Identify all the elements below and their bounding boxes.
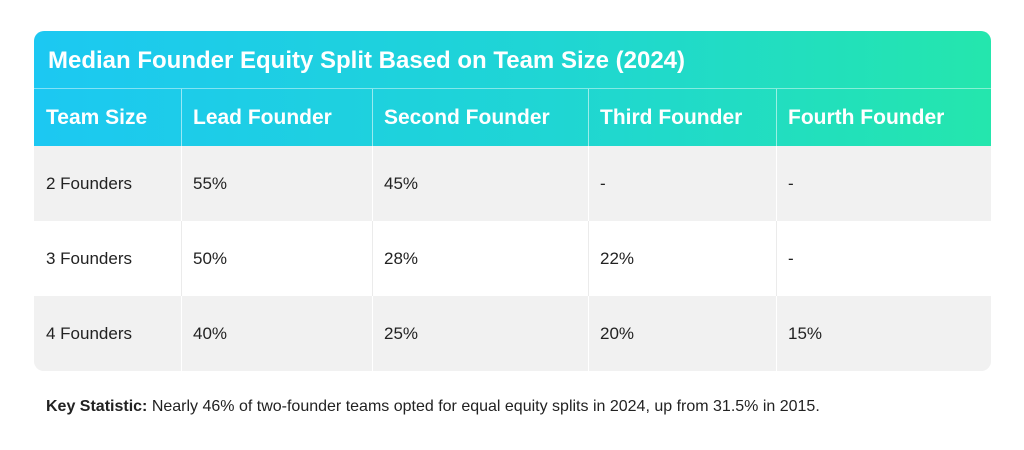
column-divider (372, 146, 373, 221)
table-row: 2 Founders 55% 45% - - (34, 146, 991, 221)
column-divider (776, 146, 777, 221)
column-divider (776, 296, 777, 371)
column-divider (372, 221, 373, 296)
column-divider (181, 221, 182, 296)
cell-fourth-founder: - (788, 174, 794, 193)
cell-team-size: 2 Founders (46, 174, 132, 193)
column-divider (181, 146, 182, 221)
column-divider (776, 89, 777, 146)
header-team-size: Team Size (46, 106, 148, 129)
column-divider (372, 296, 373, 371)
column-divider (588, 89, 589, 146)
cell-third-founder: 22% (600, 249, 635, 268)
title-divider (34, 88, 991, 89)
column-divider (372, 89, 373, 146)
column-divider (181, 296, 182, 371)
table-header-band: Median Founder Equity Split Based on Tea… (34, 31, 991, 146)
cell-third-founder: 20% (600, 324, 635, 343)
column-divider (588, 296, 589, 371)
cell-second-founder: 45% (384, 174, 419, 193)
key-statistic-note: Key Statistic: Nearly 46% of two-founder… (46, 398, 820, 416)
key-statistic-label: Key Statistic: (46, 398, 148, 415)
header-second-founder: Second Founder (384, 106, 550, 129)
header-third-founder: Third Founder (600, 106, 743, 129)
column-divider (181, 89, 182, 146)
equity-split-table: Median Founder Equity Split Based on Tea… (34, 31, 991, 371)
table-title: Median Founder Equity Split Based on Tea… (48, 47, 686, 74)
cell-fourth-founder: - (788, 249, 794, 268)
cell-lead-founder: 50% (193, 249, 228, 268)
header-fourth-founder: Fourth Founder (788, 106, 945, 129)
cell-team-size: 4 Founders (46, 324, 132, 343)
header-lead-founder: Lead Founder (193, 106, 332, 129)
table-row: 3 Founders 50% 28% 22% - (34, 221, 991, 296)
cell-lead-founder: 55% (193, 174, 228, 193)
cell-fourth-founder: 15% (788, 324, 823, 343)
cell-third-founder: - (600, 174, 606, 193)
column-divider (588, 221, 589, 296)
column-divider (776, 221, 777, 296)
table-header-row: Team Size Lead Founder Second Founder Th… (34, 89, 991, 146)
cell-second-founder: 28% (384, 249, 419, 268)
table-row: 4 Founders 40% 25% 20% 15% (34, 296, 991, 371)
key-statistic-text: Nearly 46% of two-founder teams opted fo… (147, 398, 820, 415)
cell-lead-founder: 40% (193, 324, 228, 343)
column-divider (588, 146, 589, 221)
cell-second-founder: 25% (384, 324, 419, 343)
cell-team-size: 3 Founders (46, 249, 132, 268)
